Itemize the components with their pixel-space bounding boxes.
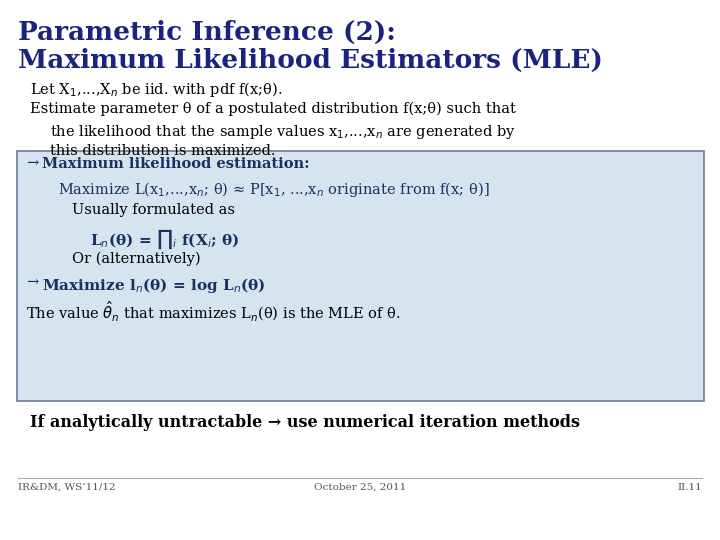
Text: this distribution is maximized.: this distribution is maximized. — [50, 144, 276, 158]
Text: Let X$_1$,...,X$_n$ be iid. with pdf f(x;θ).: Let X$_1$,...,X$_n$ be iid. with pdf f(x… — [30, 80, 282, 99]
Text: L$_n$(θ) = ∏$_i$ f(X$_i$; θ): L$_n$(θ) = ∏$_i$ f(X$_i$; θ) — [90, 228, 239, 252]
Text: Or (alternatively): Or (alternatively) — [72, 252, 201, 266]
Text: Parametric Inference (2):: Parametric Inference (2): — [18, 20, 396, 45]
Text: October 25, 2011: October 25, 2011 — [314, 483, 406, 492]
Text: II.11: II.11 — [678, 483, 702, 492]
Text: →: → — [26, 157, 38, 171]
FancyBboxPatch shape — [17, 151, 704, 401]
Text: Maximum likelihood estimation:: Maximum likelihood estimation: — [42, 157, 310, 171]
Text: Estimate parameter θ of a postulated distribution f(x;θ) such that: Estimate parameter θ of a postulated dis… — [30, 102, 516, 117]
Text: →: → — [26, 276, 38, 290]
Text: Maximize L(x$_1$,...,x$_n$; θ) ≈ P[x$_1$, ...,x$_n$ originate from f(x; θ)]: Maximize L(x$_1$,...,x$_n$; θ) ≈ P[x$_1$… — [58, 180, 490, 199]
Text: The value $\hat{\theta}_n$ that maximizes L$_n$(θ) is the MLE of θ.: The value $\hat{\theta}_n$ that maximize… — [26, 300, 401, 324]
Text: Maximize l$_n$(θ) = log L$_n$(θ): Maximize l$_n$(θ) = log L$_n$(θ) — [42, 276, 266, 295]
Text: IR&DM, WS’11/12: IR&DM, WS’11/12 — [18, 483, 116, 492]
Text: Maximum Likelihood Estimators (MLE): Maximum Likelihood Estimators (MLE) — [18, 48, 603, 73]
Text: the likelihood that the sample values x$_1$,...,x$_n$ are generated by: the likelihood that the sample values x$… — [50, 123, 516, 141]
Text: If analytically untractable → use numerical iteration methods: If analytically untractable → use numeri… — [30, 414, 580, 431]
Text: Usually formulated as: Usually formulated as — [72, 203, 235, 217]
